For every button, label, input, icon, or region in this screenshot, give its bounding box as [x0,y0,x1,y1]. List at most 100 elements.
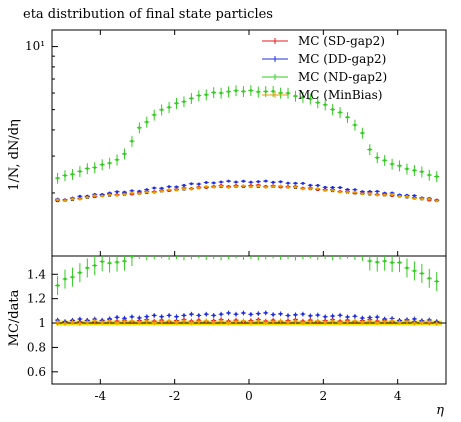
ratio-point-mc-nd-gap2 [309,248,312,251]
series-point-mc-dd-gap2 [242,179,245,183]
ratio-point-mc-nd-gap2 [100,260,104,264]
ratio-point-mc-nd-gap2 [346,248,349,251]
ratio-point-mc-nd-gap2 [56,284,59,287]
chart-title: eta distribution of final state particle… [23,7,273,22]
ratio-point-mc-dd-gap2 [249,312,253,316]
ratio-point-mc-minbias [234,320,238,324]
x-tick-label: 4 [394,389,402,403]
series-point-mc-nd-gap2 [85,167,89,170]
ratio-y-axis-label: MC/data [7,289,22,346]
series-point-mc-minbias [78,197,82,201]
ratio-point-mc-nd-gap2 [235,248,238,251]
series-point-mc-nd-gap2 [212,91,216,94]
series-point-mc-minbias [227,185,230,189]
series-point-mc-minbias [160,189,164,193]
series-point-mc-dd-gap2 [256,180,260,184]
ratio-point-mc-minbias [338,321,342,325]
x-tick-label: 2 [320,389,328,403]
ratio-point-mc-nd-gap2 [272,248,275,251]
ratio-point-mc-nd-gap2 [71,275,74,279]
series-point-mc-minbias [56,198,59,202]
series-point-mc-nd-gap2 [56,176,59,180]
x-tick-label: 0 [245,389,253,403]
ratio-y-tick-label: 1.4 [27,267,46,281]
main-y-axis-label: 1/N, dN/dη [7,119,22,191]
series-point-mc-nd-gap2 [204,93,208,97]
series-point-mc-dd-gap2 [137,189,141,193]
series-point-mc-nd-gap2 [182,100,186,104]
ratio-point-mc-nd-gap2 [264,249,267,252]
ratio-point-mc-nd-gap2 [160,248,163,251]
ratio-y-tick-label: 1.2 [27,292,46,306]
series-point-mc-nd-gap2 [108,161,112,165]
ratio-point-mc-nd-gap2 [427,276,431,280]
ratio-point-mc-minbias [197,320,201,324]
series-point-mc-dd-gap2 [271,180,275,184]
series-point-mc-minbias [204,185,208,188]
ratio-point-mc-nd-gap2 [138,248,141,251]
ratio-point-mc-nd-gap2 [368,259,372,263]
series-point-mc-minbias [108,193,112,197]
ratio-point-mc-minbias [93,319,97,323]
ratio-point-mc-minbias [420,321,424,325]
series-point-mc-nd-gap2 [189,96,193,100]
ratio-point-mc-nd-gap2 [420,272,424,275]
series-point-mc-minbias [212,185,216,189]
series-point-mc-minbias [346,190,349,194]
series-point-mc-dd-gap2 [167,185,171,189]
series-point-mc-dd-gap2 [227,179,230,183]
series-point-mc-minbias [152,191,156,194]
ratio-point-mc-dd-gap2 [227,311,230,315]
main-plot-area [52,30,440,256]
series-point-mc-minbias [249,185,253,189]
legend: MC (SD-gap2) MC (DD-gap2) MC (ND-gap2) MC (… [262,34,387,102]
ratio-point-mc-minbias [435,322,439,325]
ratio-point-mc-minbias [71,320,74,324]
series-point-mc-minbias [100,194,104,198]
series-point-mc-dd-gap2 [115,190,119,194]
series-point-mc-nd-gap2 [197,94,201,97]
series-point-mc-nd-gap2 [234,89,238,92]
ratio-point-mc-dd-gap2 [167,314,171,317]
series-point-mc-nd-gap2 [256,90,260,94]
series-point-mc-nd-gap2 [301,95,305,99]
ratio-point-mc-dd-gap2 [219,312,223,316]
ratio-point-mc-minbias [271,320,275,324]
series-point-mc-nd-gap2 [78,169,82,173]
ratio-point-mc-minbias [115,321,119,325]
ratio-point-mc-minbias [353,319,357,323]
series-point-mc-dd-gap2 [189,182,193,186]
series-point-mc-nd-gap2 [242,89,245,93]
series-point-mc-dd-gap2 [234,180,238,184]
ratio-point-mc-dd-gap2 [346,315,349,319]
ratio-point-mc-nd-gap2 [183,249,186,252]
ratio-point-mc-nd-gap2 [339,249,342,252]
series-point-mc-nd-gap2 [264,90,268,93]
ratio-point-mc-nd-gap2 [354,249,357,252]
series-point-mc-nd-gap2 [383,158,387,162]
series-point-mc-nd-gap2 [219,91,223,95]
ratio-point-mc-minbias [286,320,290,324]
series-point-mc-dd-gap2 [123,190,126,194]
ratio-point-mc-minbias [204,319,208,323]
series-point-mc-dd-gap2 [308,183,312,187]
series-point-mc-minbias [264,185,268,189]
ratio-point-mc-dd-gap2 [137,316,141,320]
ratio-point-mc-nd-gap2 [435,280,439,283]
series-point-mc-nd-gap2 [100,163,104,167]
ratio-point-mc-dd-gap2 [189,312,193,316]
ratio-point-mc-dd-gap2 [308,314,312,318]
ratio-point-mc-nd-gap2 [279,249,282,252]
ratio-point-mc-minbias [63,322,67,325]
ratio-point-mc-nd-gap2 [383,259,387,263]
series-point-mc-nd-gap2 [346,115,349,119]
ratio-point-mc-dd-gap2 [353,314,357,318]
series-point-mc-minbias [323,188,327,192]
ratio-point-mc-dd-gap2 [360,316,364,320]
ratio-point-mc-minbias [398,320,401,324]
ratio-point-mc-minbias [405,320,409,324]
series-point-mc-minbias [353,190,357,194]
series-point-mc-nd-gap2 [427,173,431,177]
ratio-point-mc-minbias [56,320,59,324]
series-point-mc-dd-gap2 [204,181,208,184]
